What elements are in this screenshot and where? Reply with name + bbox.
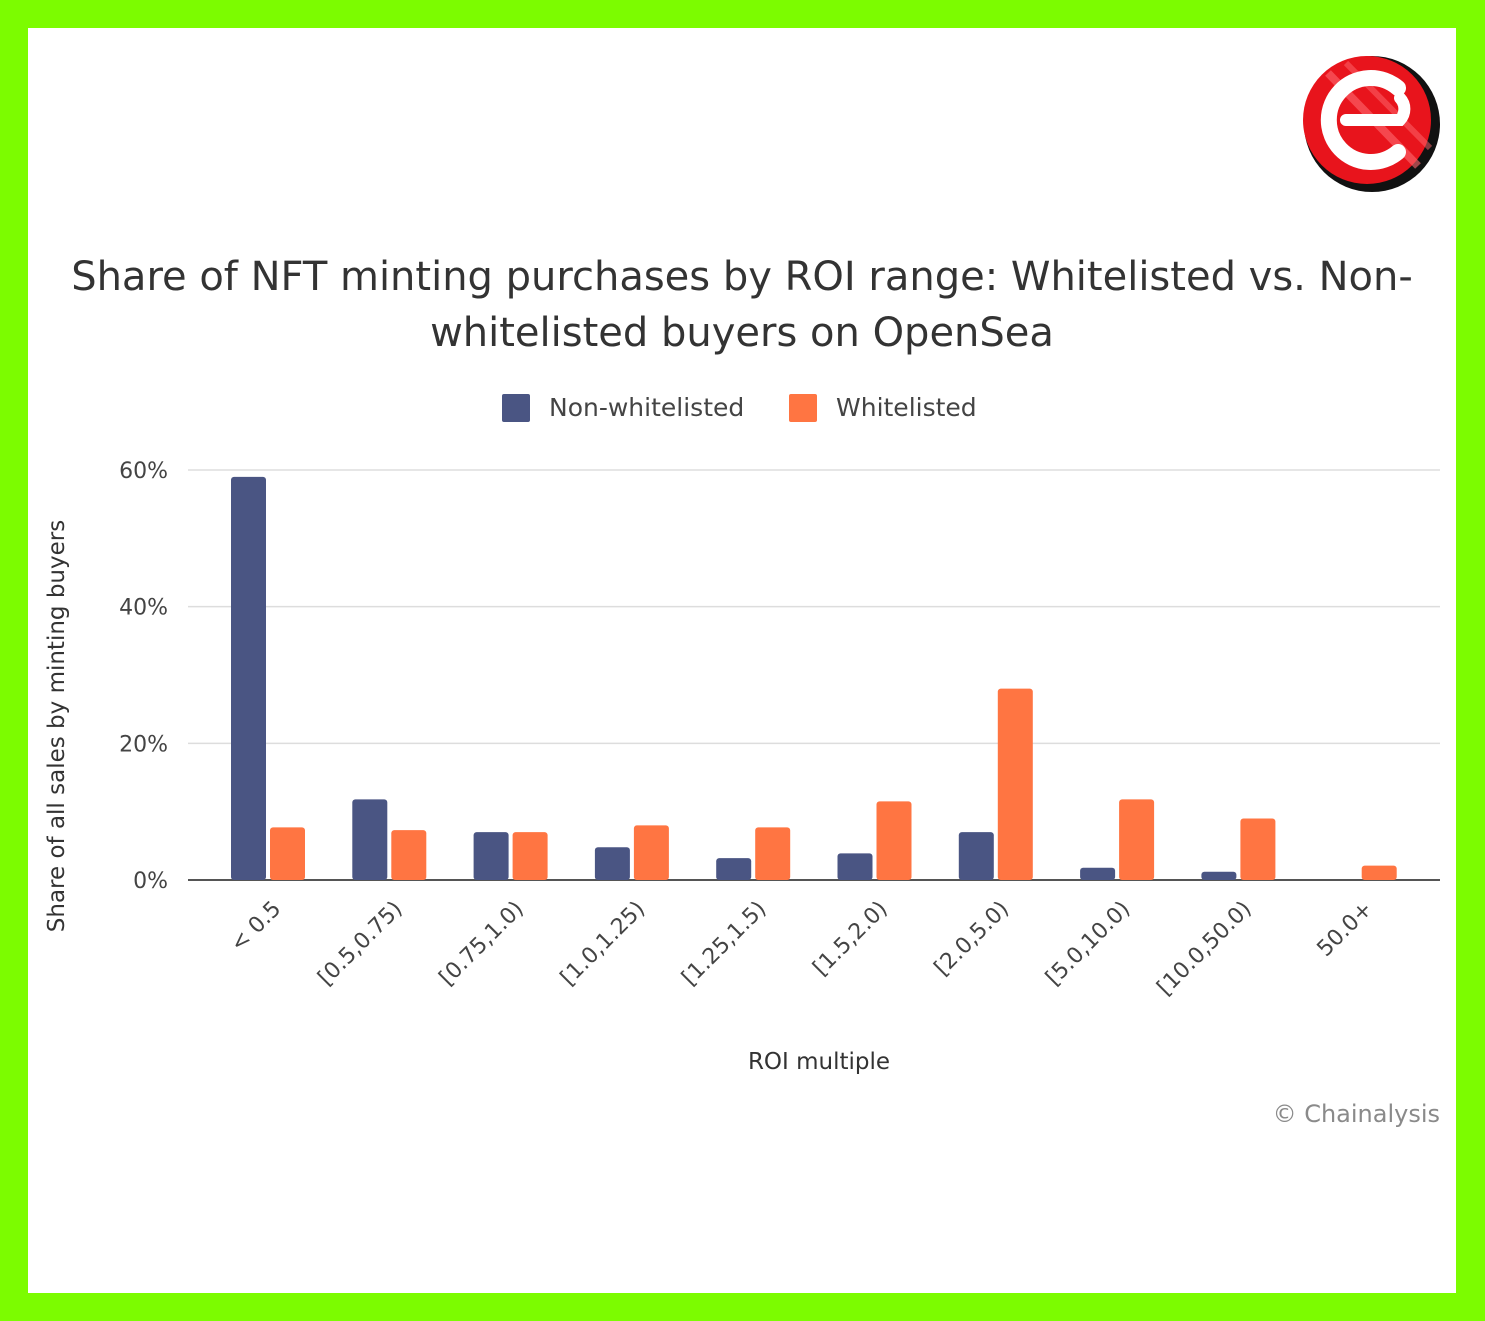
- legend-label-whitelisted: Whitelisted: [836, 393, 977, 422]
- bar-whitelisted: [270, 827, 305, 880]
- bar-whitelisted: [391, 830, 427, 880]
- x-tick-label: [5.0,10.0): [1041, 897, 1135, 991]
- legend: Non-whitelisted Whitelisted: [502, 393, 977, 422]
- legend-swatch-whitelisted: [789, 394, 817, 422]
- x-axis-label: ROI multiple: [748, 1049, 890, 1075]
- bar-whitelisted: [512, 832, 548, 880]
- y-tick-label: 40%: [119, 596, 168, 621]
- bar-whitelisted: [755, 827, 791, 880]
- bar-whitelisted: [1119, 799, 1155, 880]
- bar-whitelisted: [1240, 818, 1276, 880]
- bar-non-whitelisted: [352, 799, 388, 880]
- x-tick-label: [1.25,1.5): [677, 897, 771, 991]
- y-axis-ticks: 0% 20% 40% 60%: [119, 459, 168, 894]
- bar-whitelisted: [997, 688, 1033, 880]
- bar-non-whitelisted: [716, 858, 752, 880]
- chart-title-line-1: Share of NFT minting purchases by ROI ra…: [71, 254, 1413, 300]
- x-tick-label: [0.5,0.75): [313, 897, 407, 991]
- x-axis-ticks: < 0.5 [0.5,0.75) [0.75,1.0) [1.0,1.25) [1.25…: [226, 897, 1378, 1001]
- x-tick-label: [1.5,2.0): [808, 897, 892, 981]
- bars: [231, 476, 1397, 880]
- bar-whitelisted: [876, 801, 912, 880]
- legend-label-non-whitelisted: Non-whitelisted: [549, 393, 744, 422]
- bar-non-whitelisted: [1201, 871, 1237, 880]
- bar-whitelisted: [1361, 865, 1397, 880]
- bar-non-whitelisted: [837, 853, 873, 880]
- x-tick-label: [10.0,50.0): [1153, 897, 1257, 1001]
- bar-non-whitelisted: [473, 832, 509, 880]
- chart: Share of NFT minting purchases by ROI ra…: [44, 56, 1440, 1128]
- x-tick-label: 50.0+: [1313, 897, 1378, 962]
- brand-logo-icon: [1303, 56, 1440, 192]
- source-credit: © Chainalysis: [1273, 1100, 1440, 1128]
- x-tick-label: < 0.5: [226, 897, 286, 957]
- y-axis-label: Share of all sales by minting buyers: [44, 520, 70, 932]
- bar-non-whitelisted: [1080, 867, 1116, 880]
- y-tick-label: 20%: [119, 732, 168, 757]
- y-tick-label: 60%: [119, 459, 168, 484]
- bar-whitelisted: [633, 825, 669, 880]
- x-tick-label: [2.0,5.0): [930, 897, 1014, 981]
- bar-non-whitelisted: [958, 832, 994, 880]
- x-tick-label: [1.0,1.25): [556, 897, 650, 991]
- y-tick-label: 0%: [133, 869, 168, 894]
- chart-title-line-2: whitelisted buyers on OpenSea: [430, 310, 1054, 356]
- chart-card: Share of NFT minting purchases by ROI ra…: [28, 28, 1456, 1293]
- x-tick-label: [0.75,1.0): [435, 897, 529, 991]
- bar-non-whitelisted: [594, 847, 630, 880]
- bar-non-whitelisted: [231, 476, 266, 880]
- legend-swatch-non-whitelisted: [502, 394, 530, 422]
